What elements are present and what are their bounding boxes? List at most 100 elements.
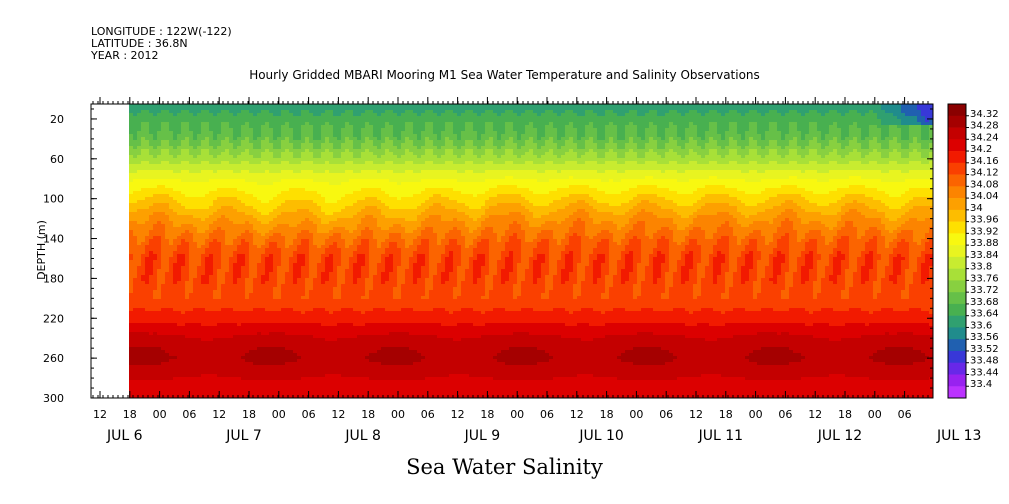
heatmap-cell <box>269 263 274 267</box>
heatmap-cell <box>305 185 310 189</box>
heatmap-cell <box>225 263 230 267</box>
heatmap-cell <box>265 113 270 117</box>
heatmap-cell <box>249 104 254 108</box>
heatmap-cell <box>233 170 238 174</box>
heatmap-cell <box>217 332 222 336</box>
heatmap-cell <box>133 128 138 132</box>
heatmap-cell <box>185 389 190 393</box>
heatmap-cell <box>161 344 166 348</box>
heatmap-cell <box>257 158 262 162</box>
heatmap-cell <box>213 212 218 216</box>
heatmap-cell <box>305 275 310 279</box>
heatmap-cell <box>209 383 214 387</box>
heatmap-cell <box>225 188 230 192</box>
heatmap-cell <box>197 269 202 273</box>
heatmap-cell <box>173 350 178 354</box>
heatmap-cell <box>169 263 174 267</box>
heatmap-cell <box>141 224 146 228</box>
heatmap-cell <box>169 119 174 123</box>
heatmap-cell <box>133 125 138 129</box>
heatmap-cell <box>277 332 282 336</box>
heatmap-cell <box>213 362 218 366</box>
heatmap-cell <box>169 344 174 348</box>
heatmap-cell <box>249 380 254 384</box>
heatmap-cell <box>281 296 286 300</box>
heatmap-cell <box>301 200 306 204</box>
heatmap-cell <box>177 146 182 150</box>
heatmap-cell <box>181 206 186 210</box>
heatmap-cell <box>309 146 314 150</box>
heatmap-cell <box>321 203 326 207</box>
heatmap-cell <box>225 152 230 156</box>
heatmap-cell <box>253 278 258 282</box>
heatmap-cell <box>233 368 238 372</box>
heatmap-cell <box>249 113 254 117</box>
heatmap-cell <box>261 245 266 249</box>
heatmap-cell <box>145 236 150 240</box>
heatmap-cell <box>281 227 286 231</box>
heatmap-cell <box>281 389 286 393</box>
heatmap-cell <box>205 248 210 252</box>
heatmap-cell <box>213 395 218 398</box>
heatmap-cell <box>249 215 254 219</box>
heatmap-cell <box>221 350 226 354</box>
heatmap-cell <box>169 353 174 357</box>
heatmap-cell <box>253 356 258 360</box>
heatmap-cell <box>201 284 206 288</box>
heatmap-cell <box>193 299 198 303</box>
heatmap-cell <box>145 209 150 213</box>
heatmap-cell <box>241 176 246 180</box>
heatmap-cell <box>317 203 322 207</box>
heatmap-cell <box>185 107 190 111</box>
heatmap-cell <box>317 323 322 327</box>
heatmap-cell <box>209 380 214 384</box>
heatmap-cell <box>229 125 234 129</box>
heatmap-cell <box>209 185 214 189</box>
heatmap-cell <box>201 308 206 312</box>
heatmap-cell <box>145 188 150 192</box>
heatmap-cell <box>329 380 334 384</box>
heatmap-cell <box>329 143 334 147</box>
heatmap-cell <box>189 230 194 234</box>
heatmap-cell <box>157 320 162 324</box>
heatmap-cell <box>169 170 174 174</box>
heatmap-cell <box>257 233 262 237</box>
heatmap-cell <box>273 128 278 132</box>
heatmap-cell <box>137 347 142 351</box>
heatmap-cell <box>329 332 334 336</box>
heatmap-cell <box>285 350 290 354</box>
heatmap-cell <box>201 134 206 138</box>
heatmap-cell <box>201 227 206 231</box>
heatmap-cell <box>165 110 170 114</box>
heatmap-cell <box>281 110 286 114</box>
heatmap-cell <box>185 203 190 207</box>
heatmap-cell <box>249 368 254 372</box>
heatmap-cell <box>173 143 178 147</box>
heatmap-cell <box>305 182 310 186</box>
heatmap-cell <box>305 221 310 225</box>
heatmap-cell <box>169 365 174 369</box>
heatmap-cell <box>217 257 222 261</box>
heatmap-cell <box>153 284 158 288</box>
heatmap-cell <box>185 269 190 273</box>
heatmap-cell <box>325 194 330 198</box>
heatmap-cell <box>281 347 286 351</box>
heatmap-cell <box>185 308 190 312</box>
heatmap-cell <box>213 284 218 288</box>
heatmap-cell <box>237 350 242 354</box>
heatmap-cell <box>145 284 150 288</box>
heatmap-cell <box>157 338 162 342</box>
heatmap-cell <box>153 182 158 186</box>
heatmap-cell <box>313 248 318 252</box>
heatmap-cell <box>141 266 146 270</box>
heatmap-cell <box>213 182 218 186</box>
heatmap-cell <box>261 254 266 258</box>
heatmap-cell <box>253 338 258 342</box>
heatmap-cell <box>237 320 242 324</box>
heatmap-cell <box>137 209 142 213</box>
heatmap-cell <box>317 263 322 267</box>
heatmap-cell <box>129 257 134 261</box>
heatmap-cell <box>169 179 174 183</box>
heatmap-cell <box>197 386 202 390</box>
heatmap-cell <box>209 275 214 279</box>
